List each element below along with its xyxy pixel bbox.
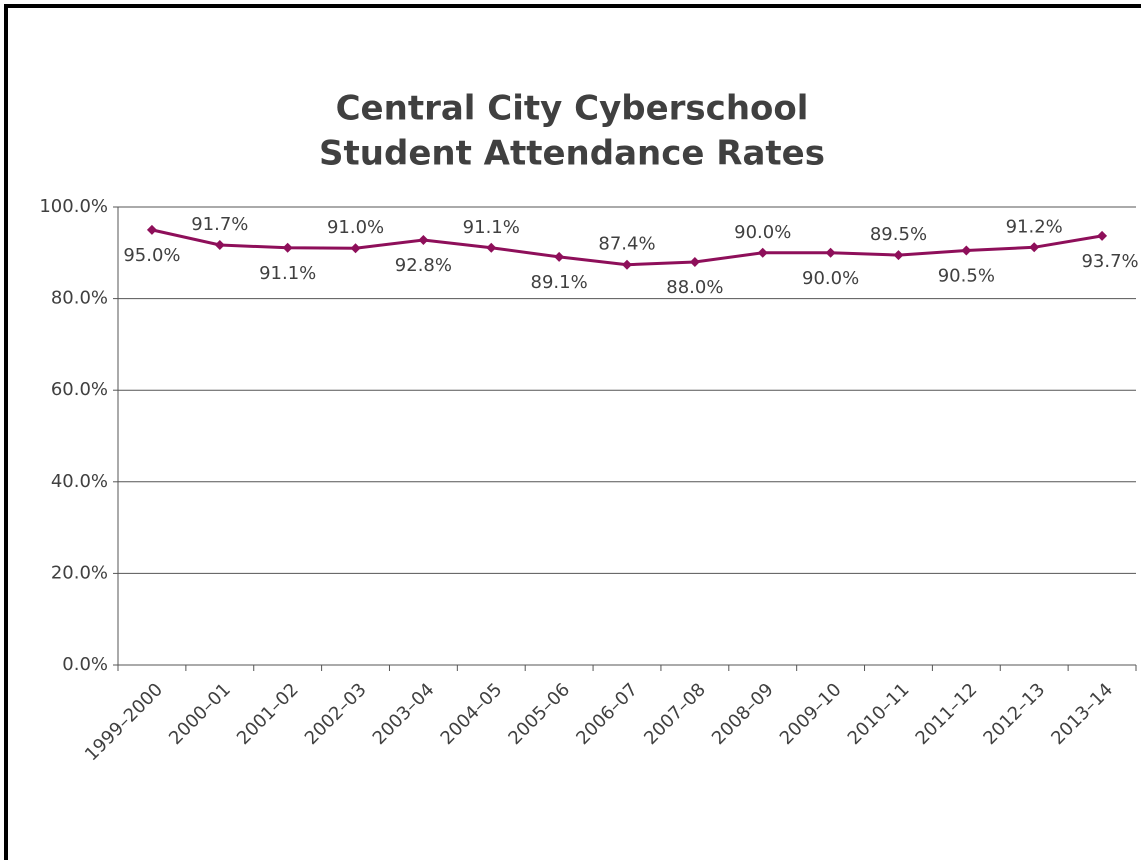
data-label: 91.1% [463, 217, 520, 238]
x-tick-label: 1999–2000 [81, 679, 167, 765]
data-point [1029, 242, 1040, 253]
data-label: 89.5% [870, 224, 927, 245]
x-tick-label: 2001–02 [233, 679, 303, 749]
y-tick-label: 80.0% [51, 288, 108, 309]
data-point [961, 245, 972, 256]
x-tick-label: 2012–13 [979, 679, 1049, 749]
data-label: 95.0% [123, 245, 180, 266]
data-point [893, 250, 904, 261]
data-point [1097, 230, 1108, 241]
data-point [689, 256, 700, 267]
data-point [350, 243, 361, 254]
data-point [622, 259, 632, 270]
x-tick-label: 2013–14 [1047, 679, 1117, 749]
y-tick-label: 20.0% [51, 562, 108, 583]
data-point [146, 224, 157, 235]
x-tick-label: 2004–05 [437, 679, 507, 749]
data-point [214, 240, 225, 251]
x-tick-label: 2000–01 [165, 679, 235, 749]
data-label: 93.7% [1081, 251, 1138, 272]
x-tick-label: 2005–06 [504, 679, 574, 749]
data-label: 90.0% [734, 222, 791, 243]
chart-title: Central City Cyberschool [336, 89, 809, 129]
x-tick-label: 2010–11 [844, 679, 914, 749]
data-label: 87.4% [598, 234, 655, 255]
x-tick-label: 2009–10 [776, 679, 846, 749]
x-tick-label: 2006–07 [572, 679, 642, 749]
y-tick-label: 60.0% [51, 379, 108, 400]
data-point [825, 247, 836, 258]
data-label: 91.7% [191, 214, 248, 235]
data-point [757, 247, 768, 258]
data-label: 89.1% [531, 272, 588, 293]
y-tick-label: 40.0% [51, 471, 108, 492]
data-label: 90.0% [802, 268, 859, 289]
data-point [486, 242, 497, 253]
x-tick-label: 2011–12 [912, 679, 982, 749]
data-label: 91.0% [327, 217, 384, 238]
data-point [554, 251, 565, 262]
chart-title: Student Attendance Rates [319, 134, 825, 174]
data-label: 90.5% [938, 266, 995, 287]
data-point [282, 242, 293, 253]
data-point [418, 234, 429, 245]
data-label: 92.8% [395, 255, 452, 276]
x-tick-label: 2002–03 [301, 679, 371, 749]
y-tick-label: 100.0% [39, 196, 108, 217]
y-tick-label: 0.0% [62, 654, 108, 675]
x-tick-label: 2007–08 [640, 679, 710, 749]
data-label: 88.0% [666, 277, 723, 298]
x-tick-label: 2008–09 [708, 679, 778, 749]
data-label: 91.1% [259, 263, 316, 284]
x-tick-label: 2003–04 [369, 679, 439, 749]
data-label: 91.2% [1006, 216, 1063, 237]
